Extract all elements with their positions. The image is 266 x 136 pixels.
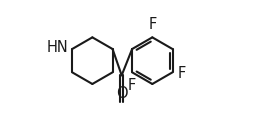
Text: O: O xyxy=(116,86,127,101)
Text: F: F xyxy=(127,78,136,93)
Text: F: F xyxy=(148,17,156,32)
Text: F: F xyxy=(178,66,186,81)
Text: HN: HN xyxy=(47,40,68,55)
